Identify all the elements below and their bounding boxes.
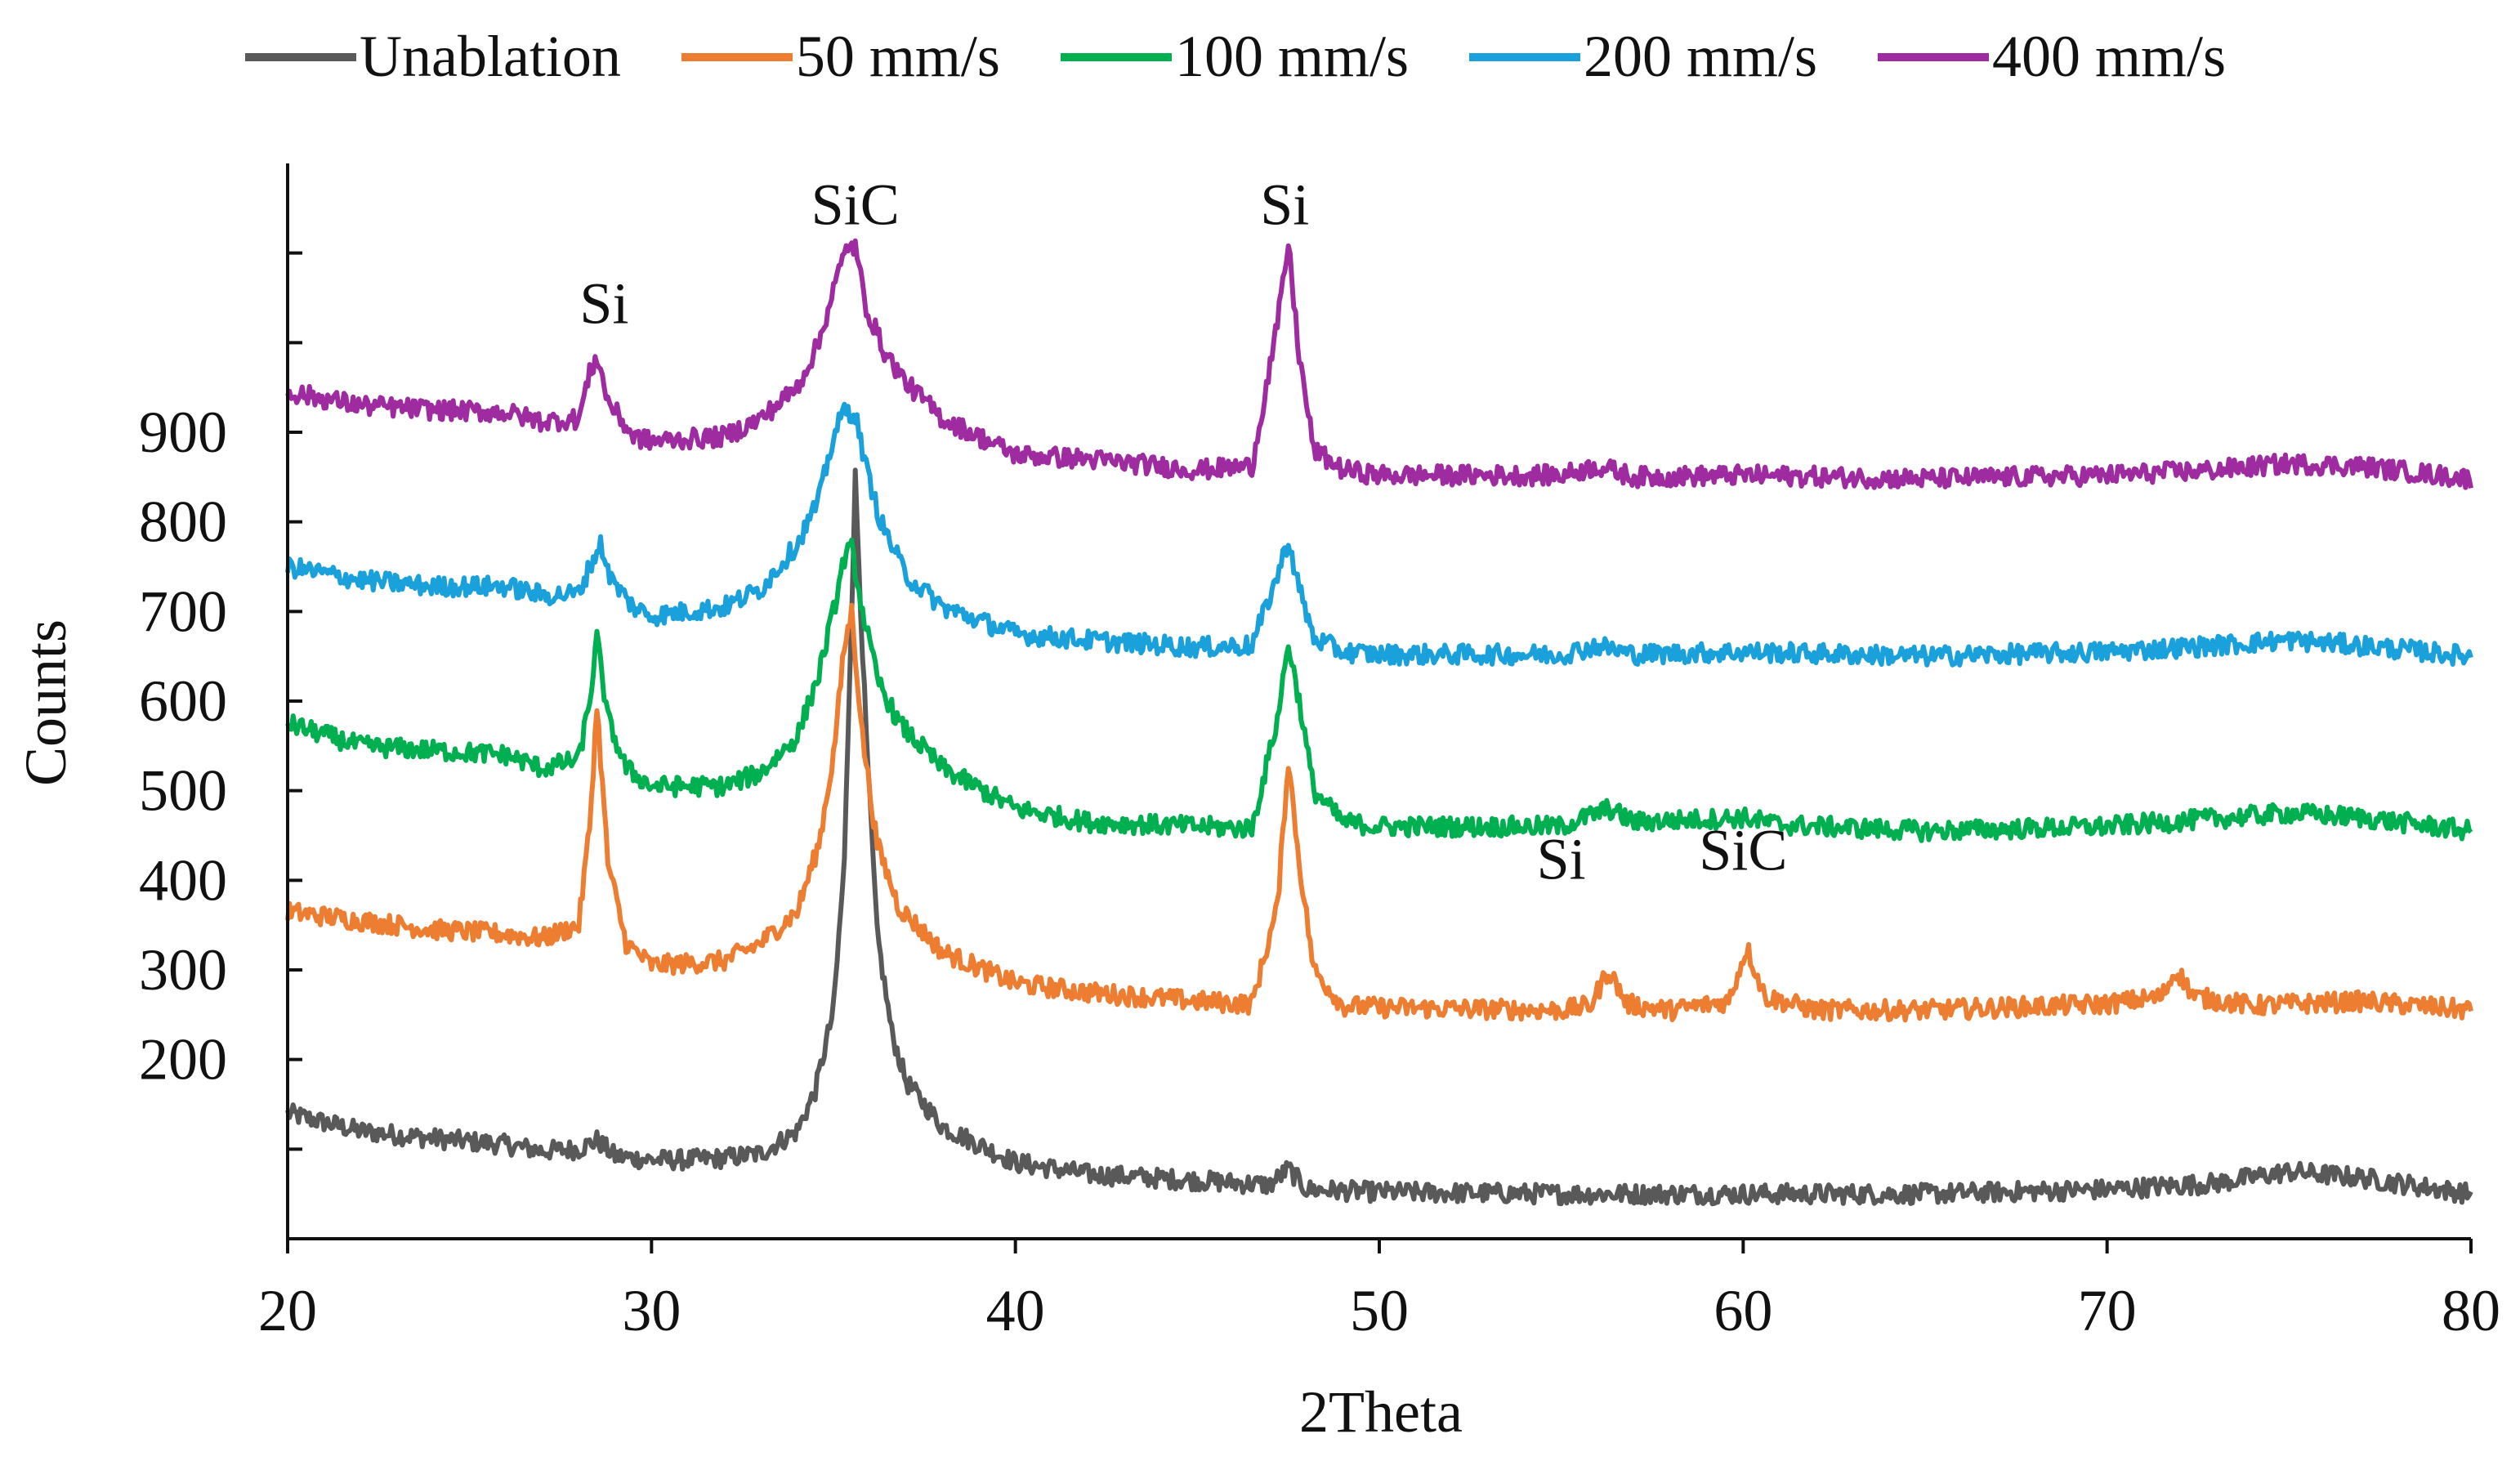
legend-item-400: 400 mm/s <box>1878 23 2226 91</box>
legend-label: 50 mm/s <box>795 24 1000 89</box>
peak-annotation: Si <box>1537 826 1586 891</box>
legend: Unablation 50 mm/s 100 mm/s 200 mm/s 400… <box>245 23 2226 91</box>
y-axis-title: Counts <box>13 619 78 786</box>
x-axis-title: 2Theta <box>1299 1379 1463 1445</box>
legend-item-100: 100 mm/s <box>1060 23 1409 91</box>
legend-swatch-200 <box>1468 52 1580 61</box>
peak-annotation: SiC <box>1699 817 1787 882</box>
x-tick-label: 40 <box>986 1278 1045 1343</box>
y-tick-label: 500 <box>139 758 227 824</box>
legend-swatch-unablation <box>245 52 356 61</box>
legend-label: 200 mm/s <box>1583 24 1818 89</box>
x-tick-label: 70 <box>2078 1278 2137 1343</box>
x-tick-label: 50 <box>1350 1278 1409 1343</box>
legend-swatch-400 <box>1878 52 1990 61</box>
annotation-layer: Si SiC Si Si SiC <box>579 172 1787 892</box>
peak-annotation: Si <box>579 270 628 336</box>
y-tick-label: 900 <box>139 400 227 465</box>
y-tick-label: 600 <box>139 668 227 734</box>
legend-label: Unablation <box>360 24 621 89</box>
y-tick-label: 300 <box>139 937 227 1003</box>
axes-layer: 200 300 400 500 600 700 800 900 20 30 40 50 60 70 80 <box>139 163 2500 1343</box>
series-layer <box>285 238 2473 1207</box>
series-line-4 <box>285 238 2473 490</box>
series-line-3 <box>285 401 2473 668</box>
x-tick-label: 30 <box>622 1278 681 1343</box>
x-tick-label: 20 <box>258 1278 317 1343</box>
peak-annotation: SiC <box>811 172 900 238</box>
y-tick-label: 400 <box>139 847 227 913</box>
legend-item-unablation: Unablation <box>245 23 621 91</box>
series-line-0 <box>285 467 2473 1207</box>
legend-label: 400 mm/s <box>1992 24 2227 89</box>
legend-item-50: 50 mm/s <box>681 23 1000 91</box>
series-line-2 <box>285 537 2473 843</box>
x-tick-label: 60 <box>1714 1278 1772 1343</box>
peak-annotation: Si <box>1260 172 1309 238</box>
x-tick-label: 80 <box>2442 1278 2500 1343</box>
legend-swatch-50 <box>681 52 793 61</box>
y-tick-label: 700 <box>139 579 227 644</box>
legend-swatch-100 <box>1060 52 1172 61</box>
series-line-1 <box>285 602 2473 1023</box>
legend-label: 100 mm/s <box>1174 24 1409 89</box>
y-tick-label: 200 <box>139 1027 227 1092</box>
legend-item-200: 200 mm/s <box>1468 23 1818 91</box>
y-tick-label: 800 <box>139 489 227 555</box>
